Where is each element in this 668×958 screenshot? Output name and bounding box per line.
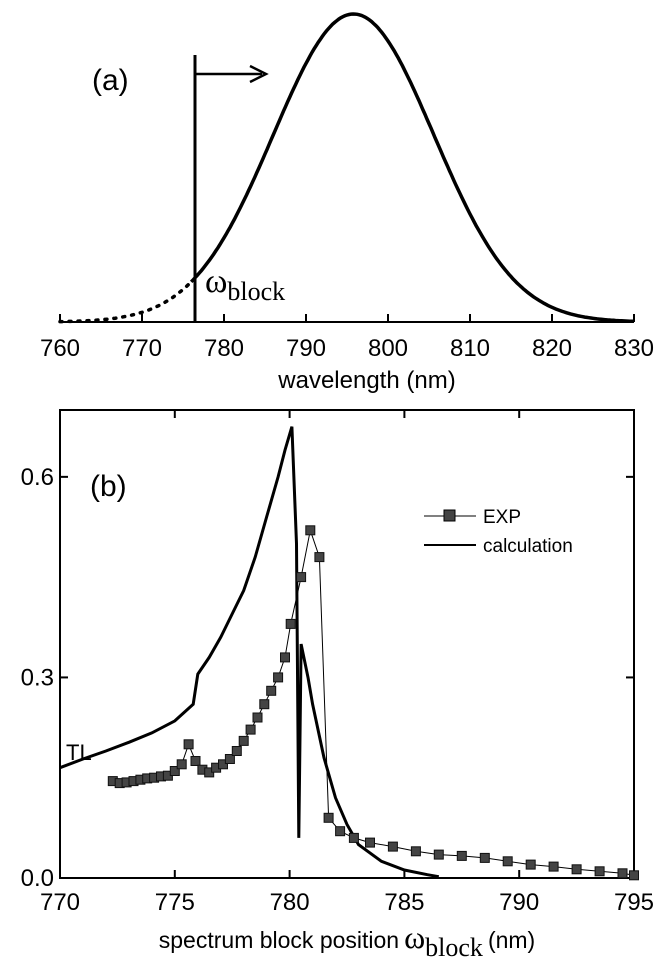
exp-point [252, 712, 263, 723]
panel-a-tick-labels: 760 770 780 790 800 810 820 830 [40, 335, 654, 362]
x-tick-label: 780 [270, 889, 310, 916]
exp-point [571, 864, 582, 875]
x-tick-label: 820 [532, 335, 572, 362]
x-tick-label: 775 [155, 889, 195, 916]
exp-point [266, 685, 277, 696]
panel-b-ticks [59, 410, 635, 879]
exp-point [594, 866, 605, 877]
exp-point [548, 861, 559, 872]
spectrum-transmitted-solid [189, 12, 635, 324]
x-tick-label: 790 [499, 889, 539, 916]
y-tick-label: 0.0 [21, 865, 54, 892]
panel-a-xlabel: wavelength (nm) [277, 367, 455, 394]
exp-point [176, 759, 187, 770]
x-tick-label: 760 [40, 335, 80, 362]
spectrum-blocked-dotted [58, 280, 193, 324]
panel-a-ticks [59, 314, 635, 322]
calculation-line [59, 426, 440, 879]
exp-point [259, 699, 270, 710]
exp-point [190, 756, 201, 766]
exp-point [224, 754, 235, 764]
panel-b: 770 775 780 785 790 795 0.0 0.3 0.6 (b) TL EXP c… [21, 409, 654, 958]
block-label-sub: block [227, 277, 285, 306]
exp-point [348, 832, 359, 843]
exp-point [629, 870, 639, 881]
exp-point [456, 850, 467, 861]
y-tick-label: 0.3 [21, 664, 54, 691]
block-label-omega: ω [205, 263, 227, 300]
panel-a-curves [58, 12, 635, 324]
x-tick-label: 830 [614, 335, 654, 362]
exp-point [183, 739, 194, 750]
xlabel-unit: (nm) [488, 927, 535, 953]
x-tick-label: 785 [384, 889, 424, 916]
panel-b-tick-labels: 770 775 780 785 790 795 0.0 0.3 0.6 [21, 464, 654, 916]
x-tick-label: 780 [204, 335, 244, 362]
legend-exp-label: EXP [483, 507, 521, 528]
exp-point [525, 859, 536, 870]
exp-point [285, 618, 296, 629]
xlabel-sub: block [425, 933, 483, 958]
exp-point [314, 552, 325, 563]
xlabel-omega: ω [404, 919, 425, 955]
exp-point [365, 837, 375, 848]
xlabel-text: spectrum block position [159, 927, 399, 953]
x-tick-label: 795 [614, 889, 654, 916]
x-tick-label: 800 [368, 335, 408, 362]
exp-line [112, 528, 635, 876]
exp-point [218, 759, 228, 770]
panel-b-frame [59, 409, 635, 879]
panel-b-xlabel: spectrum block position ωblock (nm) [159, 919, 535, 958]
panel-a-label: (a) [92, 64, 129, 97]
exp-point [617, 868, 628, 879]
legend: EXP calculation [424, 507, 573, 557]
block-label: ωblock [205, 263, 285, 306]
legend-calc-label: calculation [483, 536, 573, 557]
panel-a: 760 770 780 790 800 810 820 830 (a) ωblock wave… [40, 12, 654, 394]
exp-point [479, 852, 490, 863]
exp-point [280, 652, 290, 663]
exp-point [410, 846, 421, 857]
exp-point [335, 826, 346, 837]
tl-annotation: TL [66, 740, 92, 765]
exp-point [245, 724, 256, 735]
y-tick-label: 0.6 [21, 464, 54, 491]
x-tick-label: 770 [122, 335, 162, 362]
exp-point [502, 856, 513, 867]
x-tick-label: 790 [286, 335, 326, 362]
panel-b-curves [59, 426, 639, 881]
legend-exp-marker [443, 509, 456, 522]
exp-point [305, 525, 316, 536]
exp-point [296, 572, 307, 583]
exp-point [238, 735, 249, 746]
exp-point [323, 812, 334, 823]
exp-point [273, 672, 284, 683]
exp-point [231, 746, 242, 756]
arrow-head-icon [249, 64, 269, 84]
x-tick-label: 810 [450, 335, 490, 362]
panel-b-label: (b) [90, 470, 127, 503]
exp-point [433, 849, 444, 860]
exp-point [387, 841, 398, 852]
exp-point [169, 766, 180, 776]
x-tick-label: 770 [40, 889, 80, 916]
